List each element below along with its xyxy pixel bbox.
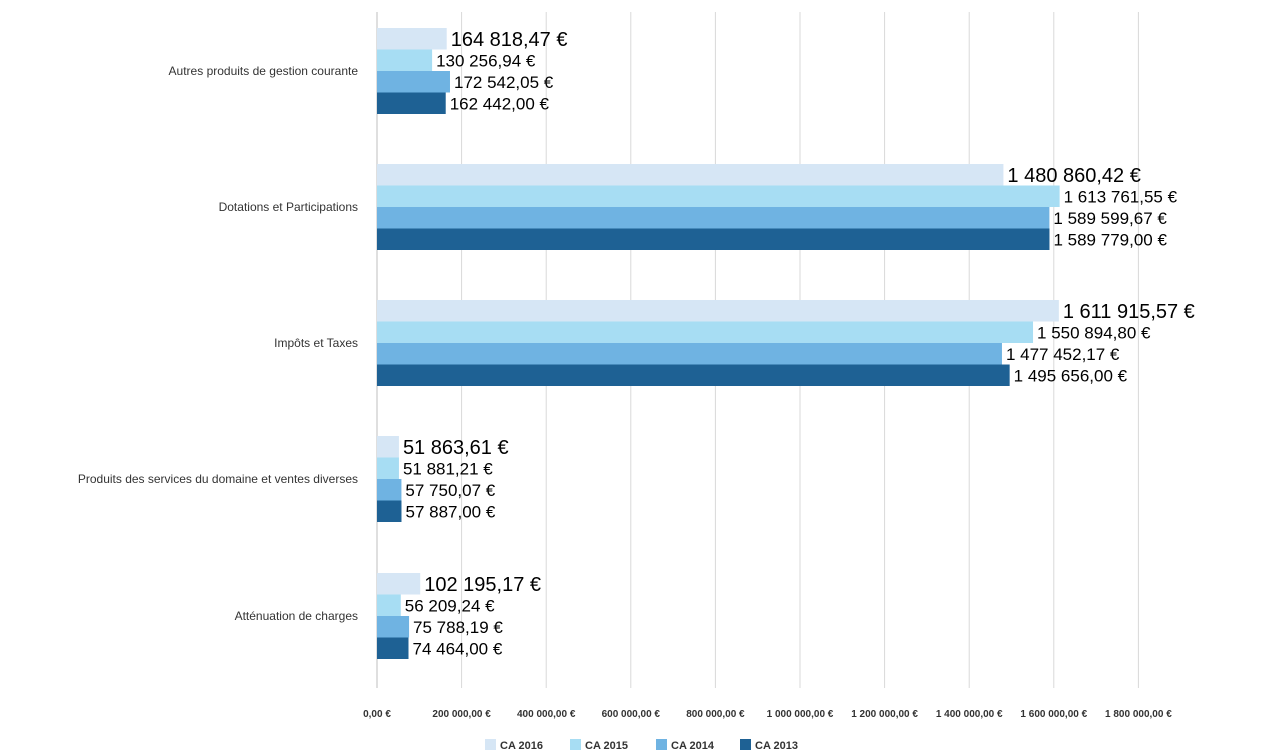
x-tick-label-0: 0,00 € (363, 709, 391, 720)
bars (377, 28, 1060, 659)
x-tick-label-1: 200 000,00 € (432, 709, 491, 720)
data-label-1-4: 56 209,24 € (405, 596, 495, 615)
data-label-3-4: 74 464,00 € (412, 639, 502, 658)
x-tick-label-3: 600 000,00 € (602, 709, 661, 720)
legend-label-3: CA 2013 (755, 740, 798, 752)
bar-0-2 (377, 300, 1059, 322)
data-label-3-2: 1 495 656,00 € (1014, 366, 1128, 385)
data-label-1-3: 51 881,21 € (403, 459, 493, 478)
bar-1-3 (377, 457, 399, 479)
x-tick-label-4: 800 000,00 € (686, 709, 745, 720)
legend-label-1: CA 2015 (585, 740, 628, 752)
bar-3-2 (377, 364, 1010, 386)
data-label-2-3: 57 750,07 € (405, 481, 495, 500)
data-label-0-3: 51 863,61 € (403, 437, 509, 459)
legend-swatch-2 (656, 739, 667, 750)
data-label-1-2: 1 550 894,80 € (1037, 323, 1151, 342)
bar-2-3 (377, 479, 402, 501)
legend-swatch-0 (485, 739, 496, 750)
legend-swatch-3 (740, 739, 751, 750)
bar-2-2 (377, 343, 1002, 365)
data-label-0-2: 1 611 915,57 € (1063, 301, 1195, 323)
bar-2-4 (377, 616, 410, 638)
bar-0-0 (377, 28, 447, 50)
data-label-0-4: 102 195,17 € (424, 574, 541, 596)
legend: CA 2016 CA 2015 CA 2014 CA 2013 (485, 739, 798, 752)
category-label-3: Produits des services du domaine et vent… (78, 472, 358, 486)
data-label-2-2: 1 477 452,17 € (1006, 345, 1120, 364)
bar-3-0 (377, 92, 446, 114)
bar-3-4 (377, 637, 409, 659)
bar-0-4 (377, 573, 421, 595)
x-tick-label-7: 1 400 000,00 € (936, 709, 1003, 720)
category-label-2: Impôts et Taxes (274, 336, 358, 350)
bar-2-1 (377, 207, 1050, 229)
category-label-4: Atténuation de charges (235, 609, 358, 623)
x-tick-label-6: 1 200 000,00 € (851, 709, 918, 720)
bar-2-0 (377, 71, 450, 93)
bar-0-1 (377, 164, 1004, 186)
bar-1-1 (377, 185, 1060, 207)
category-label-0: Autres produits de gestion courante (169, 64, 359, 78)
legend-swatch-1 (570, 739, 581, 750)
category-labels: Autres produits de gestion courante Dotat… (78, 64, 358, 623)
x-tick-label-9: 1 800 000,00 € (1105, 709, 1172, 720)
bar-1-0 (377, 49, 433, 71)
bar-1-2 (377, 321, 1034, 343)
category-label-1: Dotations et Participations (219, 200, 358, 214)
data-label-2-4: 75 788,19 € (413, 618, 503, 637)
data-label-0-1: 1 480 860,42 € (1007, 165, 1140, 187)
x-tick-label-2: 400 000,00 € (517, 709, 576, 720)
bar-3-3 (377, 500, 402, 522)
data-label-2-1: 1 589 599,67 € (1053, 209, 1167, 228)
legend-label-0: CA 2016 (500, 740, 543, 752)
x-tick-label-8: 1 600 000,00 € (1020, 709, 1087, 720)
data-label-1-1: 1 613 761,55 € (1064, 187, 1178, 206)
data-label-1-0: 130 256,94 € (436, 51, 536, 70)
legend-label-2: CA 2014 (671, 740, 715, 752)
data-label-0-0: 164 818,47 € (451, 29, 568, 51)
x-axis-tick-labels: 0,00 € 200 000,00 € 400 000,00 € 600 000,00… (363, 709, 1172, 720)
bar-0-3 (377, 436, 399, 458)
data-label-3-3: 57 887,00 € (405, 502, 495, 521)
data-label-3-1: 1 589 779,00 € (1053, 230, 1167, 249)
data-label-2-0: 172 542,05 € (454, 73, 554, 92)
x-tick-label-5: 1 000 000,00 € (767, 709, 834, 720)
bar-1-4 (377, 594, 401, 616)
data-labels: 164 818,47 € 1 480 860,42 € 1 611 915,57 €… (403, 29, 1195, 658)
bar-3-1 (377, 228, 1050, 250)
data-label-3-0: 162 442,00 € (450, 94, 550, 113)
